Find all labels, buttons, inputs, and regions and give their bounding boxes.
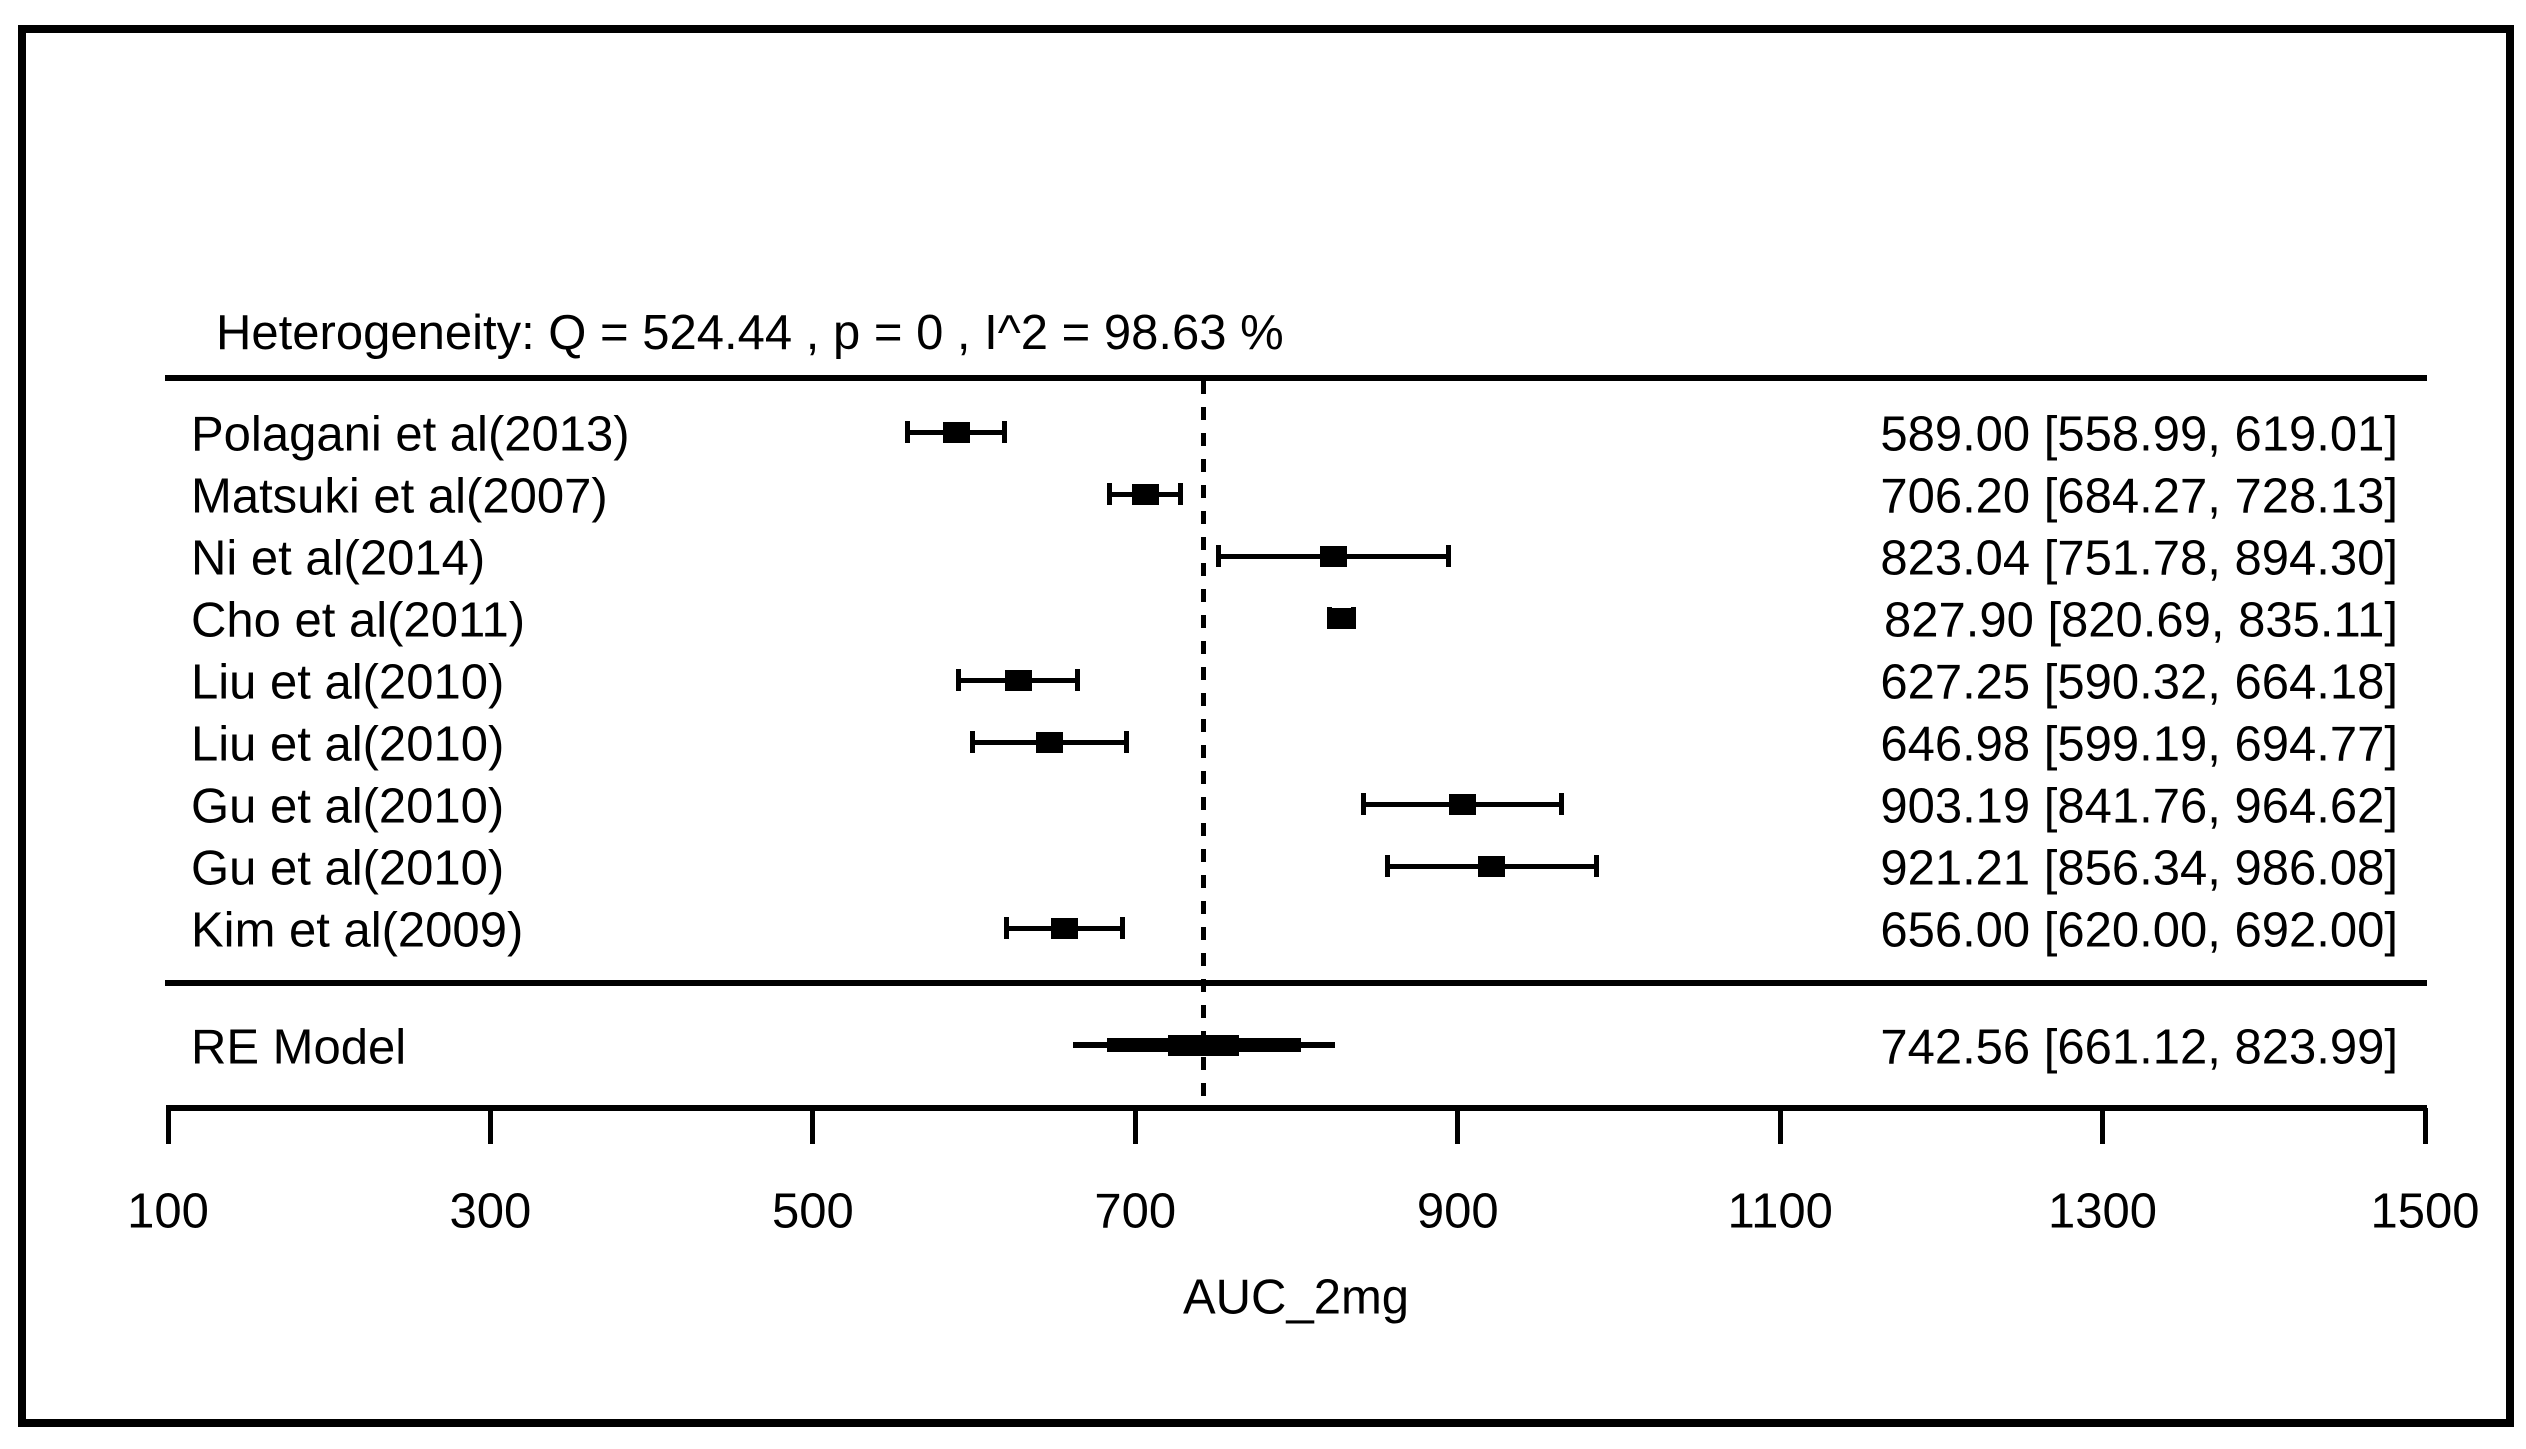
- point-estimate-marker: [1327, 607, 1355, 629]
- ci-upper-cap: [1446, 545, 1452, 567]
- summary-label: RE Model: [191, 1020, 407, 1075]
- point-estimate-marker: [1050, 917, 1078, 939]
- x-axis-tick-label: 900: [1416, 1184, 1499, 1239]
- ci-lower-cap: [1107, 483, 1113, 505]
- ci-upper-cap: [1075, 669, 1081, 691]
- diamond-center-bar: [1168, 1034, 1240, 1056]
- ci-upper-cap: [1119, 917, 1125, 939]
- ci-lower-cap: [1003, 917, 1009, 939]
- point-estimate-marker: [1449, 793, 1477, 815]
- x-axis-tick-label: 500: [771, 1184, 854, 1239]
- point-estimate-marker: [1036, 731, 1064, 753]
- x-axis-tick: [810, 1108, 816, 1144]
- x-axis-tick: [1777, 1108, 1783, 1144]
- ci-upper-cap: [1002, 421, 1008, 443]
- x-axis-tick-label: 700: [1094, 1184, 1177, 1239]
- x-axis-tick-label: 1300: [2048, 1184, 2158, 1239]
- x-axis-tick: [165, 1108, 171, 1144]
- x-axis-tick-label: 100: [127, 1184, 209, 1239]
- study-value: 589.00 [558.99, 619.01]: [1880, 407, 2398, 462]
- study-value: 646.98 [599.19, 694.77]: [1880, 717, 2398, 772]
- study-label: Cho et al(2011): [191, 593, 526, 648]
- heterogeneity-text: Heterogeneity: Q = 524.44 , p = 0 , I^2 …: [216, 306, 1284, 360]
- reference-dashed-line: [1201, 381, 1207, 1105]
- ci-lower-cap: [1216, 545, 1222, 567]
- ci-lower-cap: [970, 731, 976, 753]
- point-estimate-marker: [1320, 545, 1348, 567]
- ci-lower-cap: [1384, 855, 1390, 877]
- summary-value: 742.56 [661.12, 823.99]: [1880, 1020, 2398, 1075]
- x-axis-tick: [2422, 1108, 2428, 1144]
- ci-upper-cap: [1124, 731, 1130, 753]
- ci-upper-cap: [1593, 855, 1599, 877]
- study-value: 627.25 [590.32, 664.18]: [1880, 655, 2398, 710]
- x-axis-tick: [2100, 1108, 2106, 1144]
- study-label: Gu et al(2010): [191, 841, 505, 896]
- study-label: Matsuki et al(2007): [191, 469, 608, 524]
- ci-lower-cap: [955, 669, 961, 691]
- summary-separator-rule: [165, 980, 2427, 986]
- x-axis-tick-label: 1100: [1727, 1184, 1833, 1239]
- study-value: 903.19 [841.76, 964.62]: [1880, 779, 2398, 834]
- x-axis-tick: [487, 1108, 493, 1144]
- study-label: Liu et al(2010): [191, 717, 505, 772]
- study-label: Ni et al(2014): [191, 531, 486, 586]
- study-value: 921.21 [856.34, 986.08]: [1880, 841, 2398, 896]
- x-axis-tick-label: 1500: [2370, 1184, 2480, 1239]
- study-value: 656.00 [620.00, 692.00]: [1880, 903, 2398, 958]
- point-estimate-marker: [942, 421, 970, 443]
- study-value: 827.90 [820.69, 835.11]: [1883, 593, 2398, 648]
- point-estimate-marker: [1478, 855, 1506, 877]
- figure-border: [18, 25, 2514, 1427]
- ci-lower-cap: [1361, 793, 1367, 815]
- ci-upper-cap: [1559, 793, 1565, 815]
- x-axis-tick: [1132, 1108, 1138, 1144]
- study-label: Kim et al(2009): [191, 903, 524, 958]
- x-axis-tick: [1455, 1108, 1461, 1144]
- x-axis-tick-label: 300: [449, 1184, 532, 1239]
- study-value: 706.20 [684.27, 728.13]: [1880, 469, 2398, 524]
- ci-upper-cap: [1178, 483, 1184, 505]
- study-label: Gu et al(2010): [191, 779, 505, 834]
- x-axis-label: AUC_2mg: [1182, 1270, 1410, 1325]
- top-rule: [165, 375, 2427, 381]
- study-label: Polagani et al(2013): [191, 407, 630, 462]
- study-label: Liu et al(2010): [191, 655, 505, 710]
- point-estimate-marker: [1131, 483, 1159, 505]
- point-estimate-marker: [1004, 669, 1032, 691]
- ci-lower-cap: [905, 421, 911, 443]
- x-axis-line: [166, 1105, 2427, 1111]
- study-value: 823.04 [751.78, 894.30]: [1880, 531, 2398, 586]
